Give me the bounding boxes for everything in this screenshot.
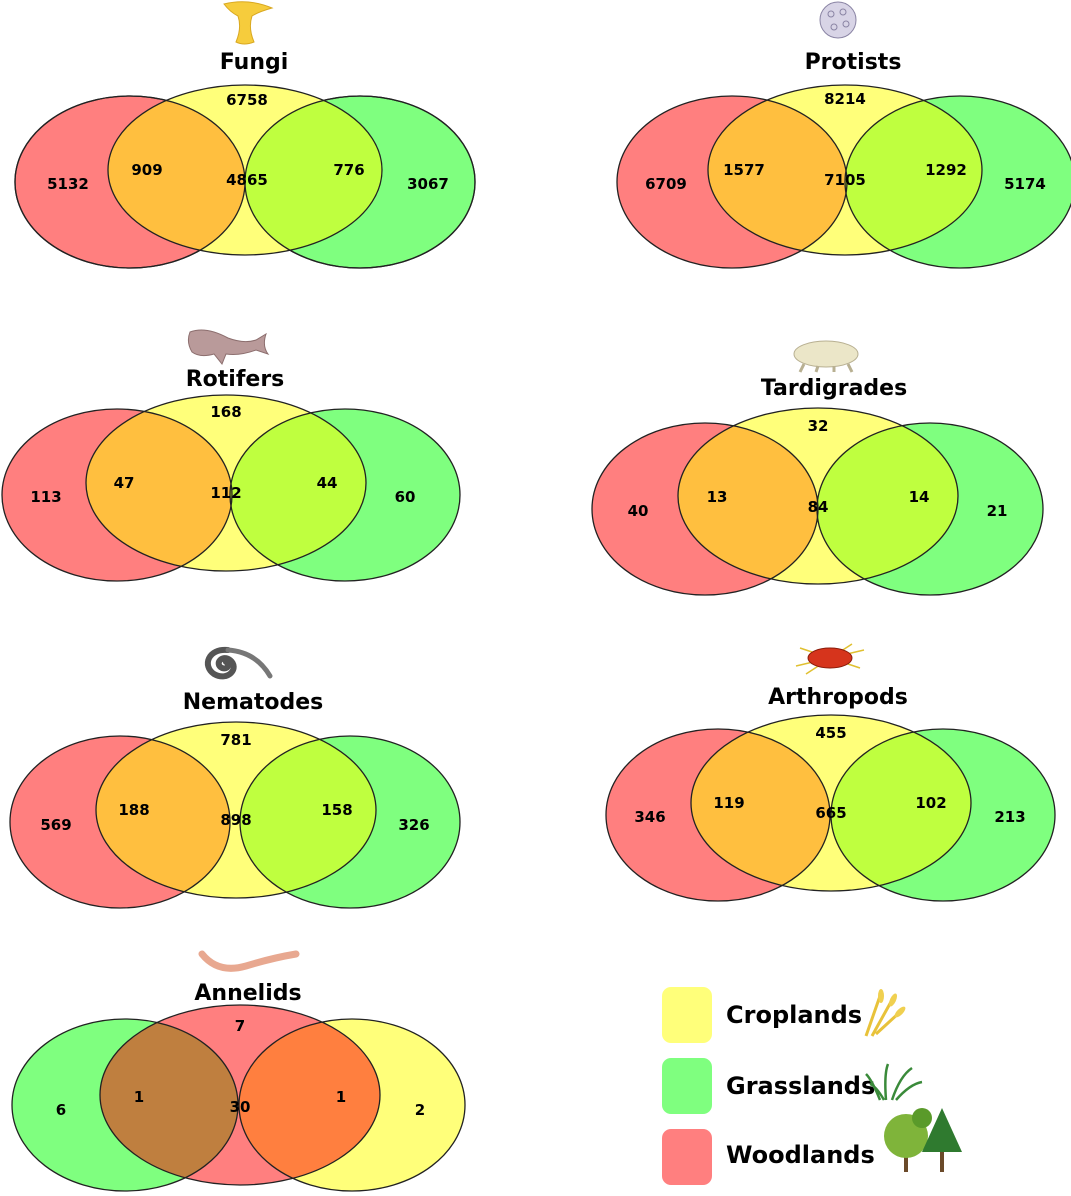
panel-title: Arthropods <box>768 685 908 710</box>
count-all-three: 898 <box>220 811 251 829</box>
panel-title: Tardigrades <box>761 376 907 401</box>
count-all-three: 4865 <box>226 171 268 189</box>
count-woodlands-croplands: 188 <box>118 801 149 819</box>
count-grasslands-only: 3067 <box>407 175 449 193</box>
venn-rotifers: Rotifers 168 113 47 112 44 60 <box>1 329 461 582</box>
count-croplands-grasslands: 158 <box>321 801 352 819</box>
count-croplands-grasslands: 102 <box>915 794 946 812</box>
legend-item-woodlands: Woodlands <box>662 1108 962 1185</box>
count-all-three: 665 <box>815 804 846 822</box>
count-croplands-only: 455 <box>815 724 846 742</box>
grass-icon <box>865 1063 923 1101</box>
legend-swatch <box>662 1058 712 1114</box>
count-all-three: 30 <box>230 1098 251 1116</box>
count-woodlands-croplands: 119 <box>713 794 744 812</box>
count-croplands-only: 6758 <box>226 91 268 109</box>
count-grasslands-only: 21 <box>987 502 1008 520</box>
panel-title: Rotifers <box>186 367 285 392</box>
mite-icon <box>795 643 865 675</box>
count-all-three: 84 <box>808 498 829 516</box>
count-grasslands-only: 326 <box>398 816 429 834</box>
panel-title: Nematodes <box>183 690 324 715</box>
count-croplands-only: 8214 <box>824 90 866 108</box>
count-grasslands-woodlands: 1 <box>134 1088 144 1106</box>
legend-swatch <box>662 987 712 1043</box>
mushroom-icon <box>223 1 274 45</box>
count-croplands-grasslands: 1292 <box>925 161 967 179</box>
legend-swatch <box>662 1129 712 1185</box>
count-all-three: 112 <box>210 484 241 502</box>
count-woodlands-only: 7 <box>235 1017 245 1035</box>
count-croplands-grasslands: 44 <box>317 474 338 492</box>
legend-item-grasslands: Grasslands <box>662 1058 923 1114</box>
count-grasslands-only: 6 <box>56 1101 66 1119</box>
count-woodlands-only: 113 <box>30 488 61 506</box>
venn-arthropods: Arthropods 455 346 119 665 102 213 <box>605 643 1056 902</box>
count-woodlands-only: 346 <box>634 808 665 826</box>
count-woodlands-only: 5132 <box>47 175 89 193</box>
count-croplands-grasslands: 776 <box>333 161 364 179</box>
venn-tardigrades: Tardigrades 32 40 13 84 14 21 <box>591 340 1044 596</box>
panel-title: Annelids <box>194 981 301 1006</box>
count-woodlands-only: 569 <box>40 816 71 834</box>
trees-icon <box>884 1108 962 1172</box>
count-grasslands-only: 60 <box>395 488 416 506</box>
count-all-three: 7105 <box>824 171 866 189</box>
legend-label: Woodlands <box>726 1141 875 1169</box>
count-woodlands-croplands: 1 <box>336 1088 346 1106</box>
count-woodlands-croplands: 1577 <box>723 161 765 179</box>
count-woodlands-croplands: 909 <box>131 161 162 179</box>
rotifer-icon <box>187 329 270 365</box>
nematode-icon <box>204 646 273 680</box>
tardigrade-icon <box>793 340 859 373</box>
count-woodlands-croplands: 47 <box>114 474 135 492</box>
venn-nematodes: Nematodes 781 569 188 898 158 326 <box>9 646 461 909</box>
legend: Croplands Grasslands Woodlands <box>662 987 962 1185</box>
venn-fungi: Fungi 6758 5132 909 4865 776 3067 <box>14 1 476 269</box>
count-grasslands-only: 5174 <box>1004 175 1046 193</box>
count-woodlands-croplands: 13 <box>707 488 728 506</box>
legend-label: Grasslands <box>726 1072 875 1100</box>
count-croplands-only: 781 <box>220 731 251 749</box>
count-grasslands-only: 213 <box>994 808 1025 826</box>
earthworm-icon <box>198 950 300 972</box>
count-croplands-grasslands: 14 <box>909 488 930 506</box>
protist-icon <box>819 1 857 39</box>
wheat-icon <box>864 989 906 1037</box>
venn-annelids: Annelids 7 6 1 30 1 2 <box>11 950 466 1192</box>
panel-title: Fungi <box>220 50 289 75</box>
count-woodlands-only: 40 <box>628 502 649 520</box>
legend-label: Croplands <box>726 1001 862 1029</box>
count-croplands-only: 32 <box>808 417 829 435</box>
count-croplands-only: 2 <box>415 1101 425 1119</box>
legend-item-croplands: Croplands <box>662 987 906 1043</box>
venn-protists: Protists 8214 6709 1577 7105 1292 5174 <box>616 1 1071 269</box>
count-croplands-only: 168 <box>210 403 241 421</box>
panel-title: Protists <box>805 50 902 75</box>
count-woodlands-only: 6709 <box>645 175 687 193</box>
